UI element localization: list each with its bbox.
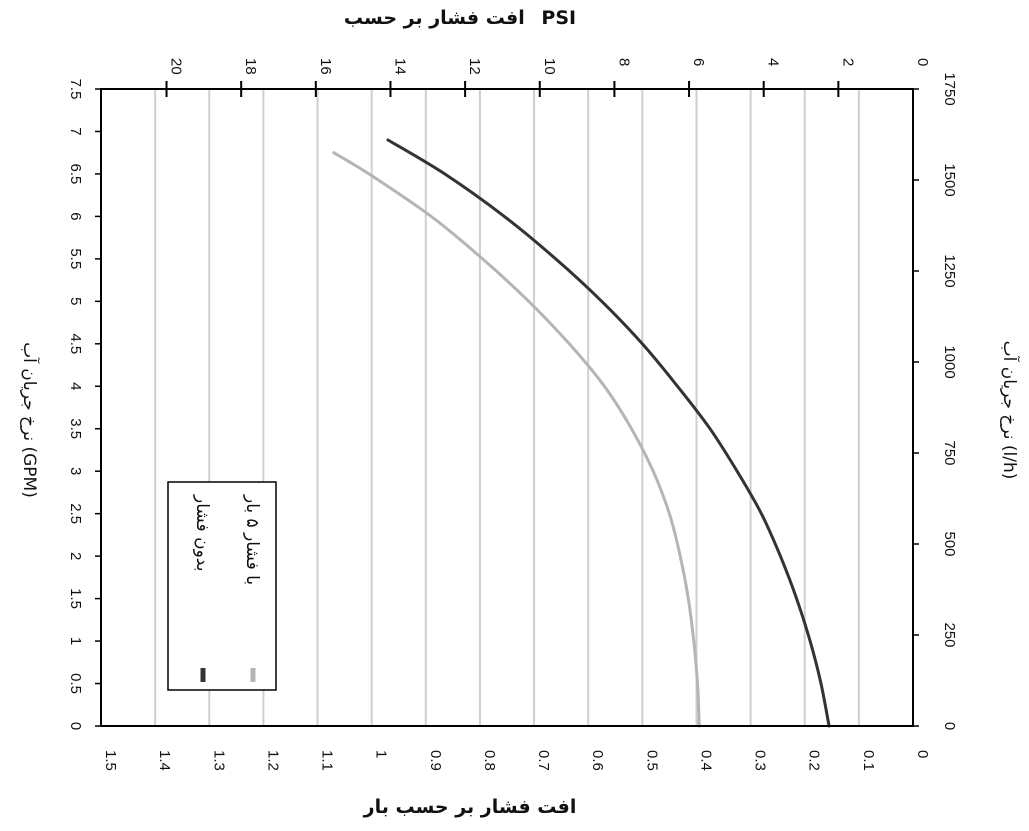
tick-label-gpm-6: 6 — [67, 212, 84, 220]
top-axis-title-text: افت فشار بر حسب — [344, 7, 525, 29]
tick-label-gpm-1.5: 1.5 — [67, 588, 84, 609]
plot-frame — [100, 88, 914, 727]
tick-label-lh-1250: 1250 — [941, 254, 958, 287]
series-line-1 — [332, 151, 701, 728]
tick-label-gpm-5.5: 5.5 — [67, 248, 84, 269]
right-axis-title: نرخ جریان آب (l/h) — [999, 341, 1021, 480]
top-axis-title: افت فشار بر حسب PSI — [344, 7, 576, 29]
tick-label-bar-0.2: 0.2 — [806, 750, 823, 771]
tick-label-gpm-1: 1 — [67, 637, 84, 645]
grid-lines — [154, 89, 860, 726]
tick-label-bar-0.6: 0.6 — [589, 750, 606, 771]
tick-label-lh-1750: 1750 — [941, 72, 958, 105]
tick-label-psi-20: 20 — [168, 58, 185, 75]
tick-label-psi-18: 18 — [242, 58, 259, 75]
tick-label-bar-1: 1 — [373, 750, 390, 758]
series-line-0 — [386, 138, 831, 728]
tick-label-psi-10: 10 — [541, 58, 558, 75]
tick-label-lh-1500: 1500 — [941, 163, 958, 196]
legend-label-no-pressure: بدون فشار — [192, 494, 212, 571]
tick-labels: 0 0.1 0.2 0.3 0.4 0.5 0.6 0.7 0.8 0.9 1 1.1 1.2 1.3 1.… — [67, 58, 958, 771]
tick-label-psi-12: 12 — [466, 58, 483, 75]
tick-label-gpm-7: 7 — [67, 127, 84, 135]
tick-label-gpm-2.5: 2.5 — [67, 503, 84, 524]
tick-label-lh-250: 250 — [941, 622, 958, 647]
tick-label-gpm-4.5: 4.5 — [67, 333, 84, 354]
tick-label-psi-4: 4 — [765, 58, 782, 66]
tick-label-gpm-3: 3 — [67, 467, 84, 475]
legend: بدون فشار با فشار ۵ بار — [167, 481, 277, 691]
bottom-axis-title: افت فشار بر حسب بار — [363, 796, 577, 818]
tick-label-psi-6: 6 — [690, 58, 707, 66]
tick-label-psi-2: 2 — [839, 58, 856, 66]
tick-label-gpm-4: 4 — [67, 382, 84, 390]
tick-label-gpm-5: 5 — [67, 297, 84, 305]
tick-label-bar-0.1: 0.1 — [860, 750, 877, 771]
tick-label-psi-16: 16 — [317, 58, 334, 75]
tick-label-bar-0.9: 0.9 — [427, 750, 444, 771]
curves — [332, 138, 831, 728]
tick-label-lh-1000: 1000 — [941, 345, 958, 378]
tick-label-bar-1.1: 1.1 — [319, 750, 336, 771]
tick-label-gpm-6.5: 6.5 — [67, 164, 84, 185]
tick-label-bar-0.3: 0.3 — [752, 750, 769, 771]
tick-label-psi-8: 8 — [615, 58, 632, 66]
tick-label-bar-1.2: 1.2 — [264, 750, 281, 771]
tick-label-gpm-7.5: 7.5 — [67, 79, 84, 100]
tick-label-bar-0.5: 0.5 — [643, 750, 660, 771]
tick-label-bar-1.3: 1.3 — [210, 750, 227, 771]
top-axis-unit: PSI — [541, 7, 576, 29]
tick-label-psi-14: 14 — [391, 58, 408, 75]
tick-label-psi-0: 0 — [914, 58, 931, 66]
tick-label-gpm-3.5: 3.5 — [67, 418, 84, 439]
tick-label-bar-0: 0 — [914, 750, 931, 758]
tick-label-lh-0: 0 — [941, 722, 958, 730]
left-axis-title: نرخ جریان آب (GPM) — [19, 342, 41, 498]
tick-label-gpm-2: 2 — [67, 552, 84, 560]
legend-label-5bar: با فشار ۵ بار — [242, 494, 262, 585]
tick-label-bar-0.8: 0.8 — [481, 750, 498, 771]
tick-label-gpm-0: 0 — [67, 722, 84, 730]
tick-marks — [95, 81, 919, 727]
tick-label-bar-0.7: 0.7 — [535, 750, 552, 771]
tick-label-bar-1.5: 1.5 — [102, 750, 119, 771]
tick-label-lh-750: 750 — [941, 440, 958, 465]
tick-label-bar-0.4: 0.4 — [697, 750, 714, 771]
legend-box — [167, 481, 277, 691]
tick-label-gpm-0.5: 0.5 — [67, 673, 84, 694]
tick-label-bar-1.4: 1.4 — [156, 750, 173, 771]
tick-label-lh-500: 500 — [941, 531, 958, 556]
